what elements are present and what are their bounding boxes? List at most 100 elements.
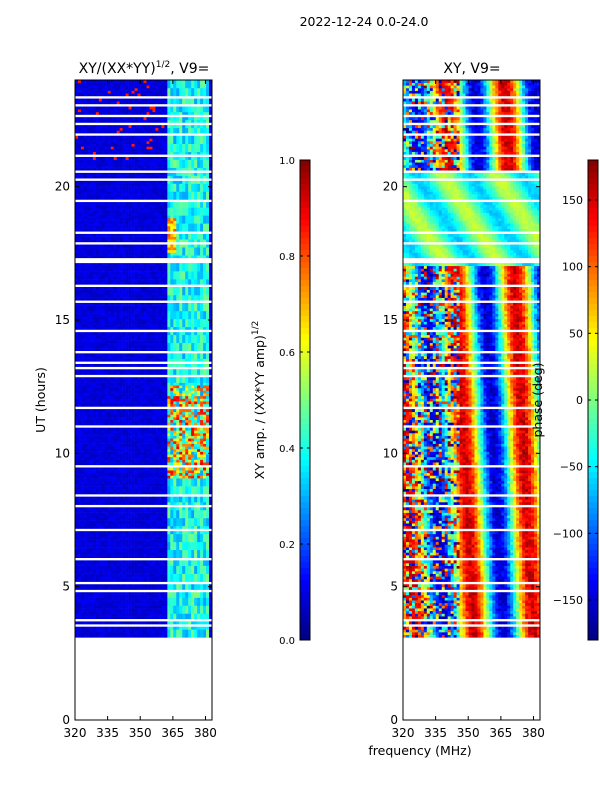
heatmap-cell	[206, 486, 210, 490]
heatmap-cell	[92, 549, 97, 553]
heatmap-cell	[110, 308, 115, 312]
heatmap-cell	[152, 605, 156, 609]
heatmap-cell	[89, 448, 94, 452]
heatmap-cell	[176, 467, 180, 471]
heatmap-cell	[182, 340, 186, 344]
heatmap-cell	[203, 448, 207, 452]
heatmap-cell	[185, 316, 189, 320]
heatmap-cell	[92, 467, 97, 471]
heatmap-cell	[197, 478, 201, 482]
heatmap-cell	[119, 308, 123, 312]
heatmap-cell	[149, 552, 153, 556]
heatmap-cell	[161, 435, 165, 439]
heatmap-cell	[152, 310, 156, 314]
heatmap-cell	[143, 594, 147, 598]
heatmap-cell	[80, 438, 85, 442]
heatmap-cell	[137, 584, 141, 588]
heatmap-cell	[95, 512, 100, 516]
heatmap-cell	[137, 501, 141, 505]
heatmap-cell	[92, 342, 97, 346]
heatmap-cell	[152, 430, 156, 434]
heatmap-cell	[89, 478, 94, 482]
heatmap-cell	[137, 358, 141, 362]
heatmap-cell	[194, 586, 198, 590]
heatmap-cell	[86, 533, 91, 537]
heatmap-cell	[194, 318, 198, 322]
heatmap-cell	[188, 340, 192, 344]
heatmap-cell	[92, 570, 97, 574]
heatmap-cell	[134, 432, 138, 436]
heatmap-cell	[122, 570, 126, 574]
heatmap-cell	[179, 632, 183, 635]
heatmap-cell	[200, 318, 204, 322]
heatmap-cell	[101, 488, 106, 492]
heatmap-cell	[131, 470, 135, 474]
heatmap-cell	[170, 520, 174, 524]
heatmap-cell	[200, 334, 204, 338]
heatmap-cell	[170, 525, 174, 529]
heatmap-cell	[140, 507, 144, 511]
heatmap-cell	[179, 337, 183, 341]
heatmap-cell	[80, 570, 85, 574]
heatmap-cell	[140, 480, 144, 484]
heatmap-cell	[107, 318, 112, 322]
heatmap-cell	[182, 454, 186, 458]
heatmap-cell	[191, 332, 195, 336]
heatmap-cell	[206, 509, 210, 513]
heatmap-cell	[119, 456, 123, 460]
heatmap-cell	[107, 390, 112, 394]
heatmap-cell	[104, 483, 109, 487]
heatmap-cell	[95, 456, 100, 460]
heatmap-cell	[158, 549, 162, 553]
heatmap-cell	[152, 456, 156, 460]
heatmap-cell	[149, 430, 153, 434]
heatmap-cell	[113, 382, 117, 386]
heatmap-cell	[155, 310, 159, 314]
heatmap-cell	[107, 310, 112, 314]
heatmap-cell	[206, 552, 210, 556]
heatmap-cell	[155, 409, 159, 413]
heatmap-cell	[98, 430, 103, 434]
heatmap-cell	[86, 353, 91, 357]
heatmap-cell	[77, 310, 82, 314]
heatmap-cell	[125, 523, 129, 527]
heatmap-cell	[173, 634, 177, 638]
heatmap-cell	[131, 395, 135, 399]
heatmap-cell	[119, 608, 123, 612]
heatmap-cell	[155, 470, 159, 474]
heatmap-cell	[155, 369, 159, 373]
heatmap-cell	[179, 393, 183, 397]
heatmap-cell	[134, 491, 138, 495]
heatmap-cell	[170, 318, 174, 322]
heatmap-cell	[200, 443, 204, 447]
heatmap-cell	[107, 531, 112, 535]
heatmap-cell	[77, 531, 82, 535]
heatmap-cell	[92, 597, 97, 601]
heatmap-cell	[164, 414, 168, 418]
heatmap-cell	[164, 531, 168, 535]
heatmap-cell	[158, 472, 162, 476]
heatmap-cell	[77, 432, 82, 436]
heatmap-cell	[122, 356, 126, 359]
heatmap-cell	[140, 597, 144, 601]
heatmap-cell	[92, 576, 97, 580]
heatmap-cell	[134, 337, 138, 341]
heatmap-cell	[179, 430, 183, 434]
heatmap-cell	[89, 541, 94, 545]
heatmap-cell	[80, 539, 85, 543]
heatmap-cell	[128, 602, 132, 606]
heatmap-cell	[101, 568, 106, 572]
heatmap-cell	[209, 573, 213, 577]
heatmap-cell	[140, 371, 144, 375]
heatmap-cell	[104, 321, 109, 325]
heatmap-cell	[128, 387, 132, 391]
heatmap-cell	[149, 308, 153, 312]
heatmap-cell	[116, 422, 120, 426]
heatmap-cell	[104, 332, 109, 336]
heatmap-cell	[119, 512, 123, 516]
heatmap-cell	[185, 382, 189, 386]
heatmap-cell	[137, 440, 141, 444]
heatmap-cell	[164, 555, 168, 559]
heatmap-cell	[134, 342, 138, 346]
heatmap-cell	[170, 448, 174, 452]
